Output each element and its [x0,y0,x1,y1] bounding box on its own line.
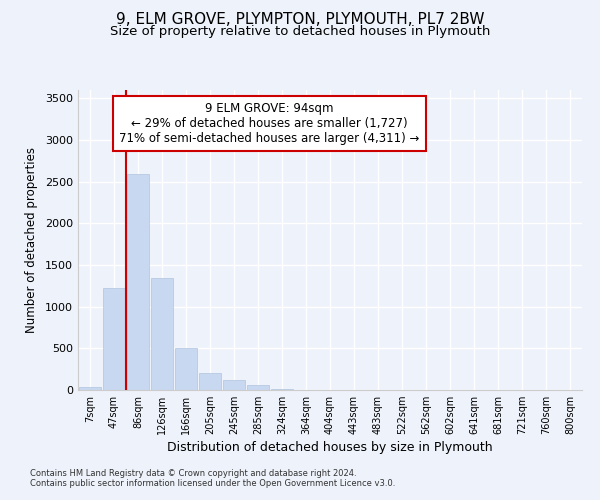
Bar [247,386,269,390]
Bar [175,348,197,390]
Bar [79,386,101,390]
X-axis label: Distribution of detached houses by size in Plymouth: Distribution of detached houses by size … [167,442,493,454]
Text: 9 ELM GROVE: 94sqm
← 29% of detached houses are smaller (1,727)
71% of semi-deta: 9 ELM GROVE: 94sqm ← 29% of detached hou… [119,102,420,145]
Bar [199,374,221,390]
Bar [223,380,245,390]
Text: Size of property relative to detached houses in Plymouth: Size of property relative to detached ho… [110,25,490,38]
Bar [271,389,293,390]
Bar [151,278,173,390]
Y-axis label: Number of detached properties: Number of detached properties [25,147,38,333]
Text: 9, ELM GROVE, PLYMPTON, PLYMOUTH, PL7 2BW: 9, ELM GROVE, PLYMPTON, PLYMOUTH, PL7 2B… [116,12,484,28]
Text: Contains HM Land Registry data © Crown copyright and database right 2024.: Contains HM Land Registry data © Crown c… [30,468,356,477]
Text: Contains public sector information licensed under the Open Government Licence v3: Contains public sector information licen… [30,478,395,488]
Bar [127,174,149,390]
Bar [103,288,125,390]
